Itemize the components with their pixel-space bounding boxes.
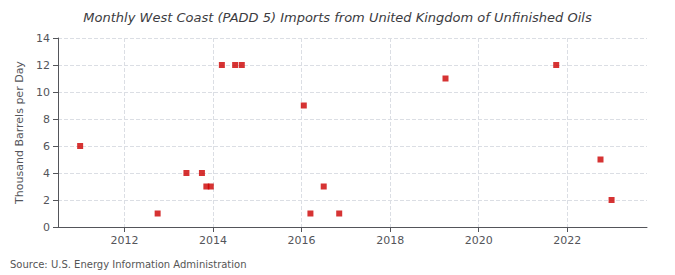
svg-text:10: 10	[36, 86, 50, 99]
svg-text:2012: 2012	[110, 234, 138, 247]
svg-text:2: 2	[43, 194, 50, 207]
svg-text:2016: 2016	[288, 234, 316, 247]
svg-text:2022: 2022	[553, 234, 581, 247]
svg-text:6: 6	[43, 140, 50, 153]
svg-text:2020: 2020	[465, 234, 493, 247]
svg-text:0: 0	[43, 221, 50, 234]
svg-text:2014: 2014	[199, 234, 227, 247]
svg-text:8: 8	[43, 113, 50, 126]
svg-text:14: 14	[36, 32, 50, 45]
svg-text:12: 12	[36, 59, 50, 72]
svg-text:Monthly West Coast (PADD 5) Im: Monthly West Coast (PADD 5) Imports from…	[83, 10, 592, 25]
svg-text:Thousand Barrels per Day: Thousand Barrels per Day	[13, 61, 26, 205]
svg-text:Source: U.S. Energy Informatio: Source: U.S. Energy Information Administ…	[10, 259, 247, 270]
svg-text:4: 4	[43, 167, 50, 180]
svg-text:2018: 2018	[376, 234, 404, 247]
